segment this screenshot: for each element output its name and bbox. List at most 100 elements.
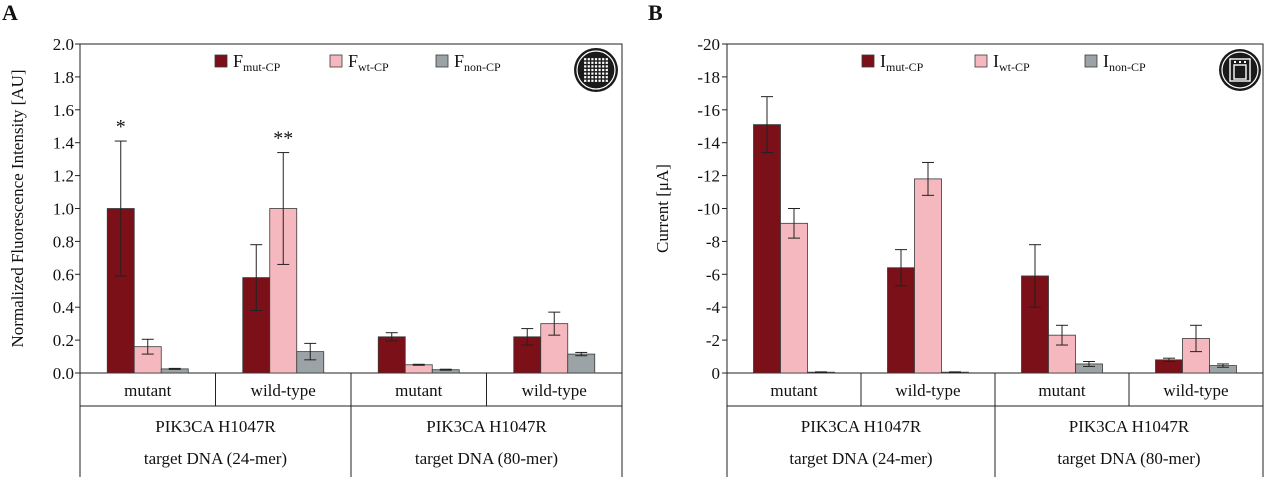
legend-entry: Inon-CP [1103,51,1146,74]
y-tick-label: 2.0 [53,35,74,54]
icon-dot [598,68,601,72]
microarray-chip-icon [574,48,618,92]
icon-dot [598,61,601,64]
icon-dot [591,65,594,68]
icon-pad [1239,61,1241,63]
icon-dot [594,65,598,68]
category-label: wild-type [251,381,316,400]
icon-dot [605,65,608,68]
legend-swatch [329,54,343,68]
icon-dot [594,79,598,82]
y-tick-label: 1.8 [53,68,74,87]
y-tick-label: 0.8 [53,232,74,251]
panel-A: A Normalized Fluorescence Intensity [AU] 0… [2,0,623,477]
bar-wt-CP [780,222,808,374]
group-label-line2: target DNA (80-mer) [415,449,558,468]
category-label: mutant [770,381,817,400]
icon-dot [587,76,590,79]
icon-dot [602,76,605,79]
bar-mut-CP [753,124,781,374]
y-tick-label: -18 [697,68,720,87]
electrode-chip-icon [1219,49,1261,91]
bar-wt-CP [914,178,942,374]
icon-dot [584,65,587,68]
icon-dot [605,68,608,72]
legend-entry: Imut-CP [880,51,924,74]
y-tick-label: -4 [706,298,721,317]
bar-wt-CP [404,364,433,374]
icon-dot [591,72,594,75]
y-tick-label: 0.6 [53,265,74,284]
y-tick-label: -10 [697,200,720,219]
category-label: mutant [395,381,442,400]
category-label: mutant [1038,381,1085,400]
y-tick-label: 1.2 [53,167,74,186]
icon-dot [605,61,608,64]
y-tick-label: -12 [697,167,720,186]
group-label-line2: target DNA (24-mer) [789,449,932,468]
legend-swatch [1084,54,1098,68]
icon-dot [598,72,601,75]
icon-dot [587,68,590,72]
icon-dot [598,58,601,61]
y-tick-label: 0 [712,364,721,383]
icon-pad [1234,61,1236,63]
y-tick-label: -6 [706,265,720,284]
icon-dot [594,58,598,61]
y-tick-label: -2 [706,331,720,350]
bar-non-CP [567,353,596,374]
icon-dot [591,68,594,72]
icon-dot [594,61,598,64]
significance-marker: ** [273,128,293,150]
icon-dot [594,68,598,72]
icon-dot [584,68,587,72]
y-tick-label: 0.2 [53,331,74,350]
y-tick-label: -20 [697,35,720,54]
group-label-line1: PIK3CA H1047R [1069,417,1190,436]
icon-dot [602,68,605,72]
icon-dot [594,72,598,75]
icon-dot [591,79,594,82]
icon-electrode-inner [1233,64,1247,80]
panel-B: B Current [μA] 0 -2 -4 -6 -8 -10 -12 -14 -16 -18 -20… [648,0,1264,477]
icon-dot [602,61,605,64]
icon-dot [584,79,587,82]
y-tick-label: 1.6 [53,101,74,120]
icon-dot [584,76,587,79]
icon-dot [587,65,590,68]
legend-swatch [974,54,988,68]
legend-swatch [214,54,228,68]
icon-dot [584,58,587,61]
group-label-line1: PIK3CA H1047R [155,417,276,436]
y-tick-label: -8 [706,232,720,251]
category-label: wild-type [895,381,960,400]
category-label: wild-type [1163,381,1228,400]
icon-dot [584,72,587,75]
category-label: mutant [124,381,171,400]
y-tick-label: 0.4 [53,298,75,317]
y-tick-label: 0.0 [53,364,74,383]
icon-outer [1219,49,1261,91]
icon-dot [605,76,608,79]
group-label-line2: target DNA (24-mer) [144,449,287,468]
icon-dot [587,61,590,64]
icon-dot [584,61,587,64]
group-label-line1: PIK3CA H1047R [426,417,547,436]
y-tick-label: -16 [697,101,720,120]
category-label: wild-type [522,381,587,400]
icon-dot [598,79,601,82]
y-tick-label: 1.0 [53,200,74,219]
legend-entry: Fwt-CP [348,51,389,74]
icon-dot [602,58,605,61]
y-tick-label: 1.4 [53,134,75,153]
icon-pad [1244,61,1246,63]
legend-entry: Iwt-CP [993,51,1030,74]
icon-dot [587,79,590,82]
legend-entry: Fnon-CP [454,51,501,74]
legend-entry: Fmut-CP [233,51,281,74]
legend-swatch [861,54,875,68]
panel-label: A [2,0,18,25]
icon-dot [587,58,590,61]
icon-dot [591,61,594,64]
